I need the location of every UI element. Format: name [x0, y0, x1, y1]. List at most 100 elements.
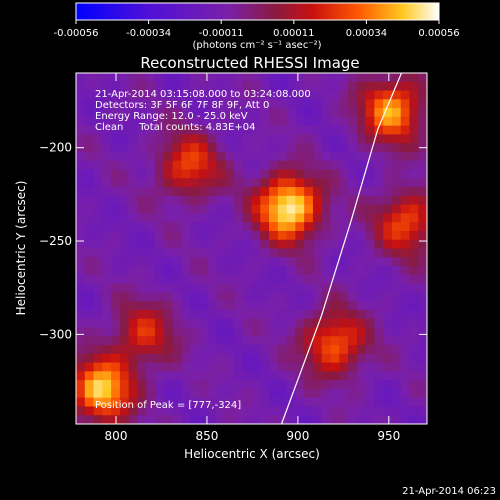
heatmap-cell [356, 406, 366, 416]
heatmap-cell [207, 195, 217, 206]
heatmap-cell [102, 239, 112, 249]
heatmap-cell [225, 239, 235, 249]
heatmap-cell [251, 222, 261, 232]
heatmap-cell [198, 301, 209, 311]
heatmap-cell [277, 301, 288, 311]
heatmap-cell [321, 274, 331, 285]
heatmap-cell [154, 345, 165, 355]
heatmap-cell [190, 353, 200, 363]
heatmap-cell [418, 204, 427, 214]
heatmap-cell [409, 195, 419, 206]
heatmap-cell [242, 309, 252, 320]
heatmap-cell [190, 248, 200, 258]
heatmap-cell [102, 195, 112, 206]
heatmap-cell [233, 143, 244, 153]
heatmap-cell [172, 125, 182, 135]
heatmap-cell [286, 99, 296, 109]
heatmap-cell [418, 292, 427, 302]
heatmap-cell [216, 248, 226, 258]
heatmap-cell [304, 187, 314, 197]
heatmap-cell [365, 108, 375, 118]
heatmap-cell [119, 90, 130, 100]
heatmap-cell [348, 230, 358, 241]
heatmap-cell [304, 388, 314, 399]
heatmap-cell [312, 178, 323, 188]
heatmap-cell [163, 371, 173, 381]
heatmap-cell [102, 257, 112, 267]
heatmap-cell [295, 222, 305, 232]
heatmap-cell [304, 73, 314, 83]
heatmap-cell [233, 134, 244, 144]
heatmap-cell [93, 81, 103, 91]
heatmap-cell [418, 415, 427, 424]
heatmap-cell [277, 230, 288, 241]
heatmap-cell [84, 187, 94, 197]
heatmap-cell [216, 81, 226, 91]
heatmap-cell [119, 353, 130, 363]
heatmap-cell [269, 248, 279, 258]
heatmap-cell [391, 134, 402, 144]
heatmap-cell [391, 353, 402, 363]
heatmap-cell [242, 266, 252, 276]
heatmap-cell [269, 371, 279, 381]
heatmap-cell [251, 108, 261, 118]
heatmap-cell [76, 160, 86, 170]
heatmap-cell [383, 336, 393, 346]
heatmap-cell [418, 125, 427, 135]
heatmap-cell [233, 204, 244, 214]
heatmap-cell [216, 151, 226, 162]
heatmap-cell [163, 257, 173, 267]
heatmap-cell [374, 204, 384, 214]
heatmap-cell [76, 283, 86, 293]
heatmap-cell [383, 73, 393, 83]
heatmap-cell [383, 134, 393, 144]
heatmap-cell [391, 415, 402, 424]
heatmap-cell [409, 388, 419, 399]
heatmap-cell [146, 204, 156, 214]
heatmap-cell [330, 380, 340, 390]
heatmap-cell [128, 239, 138, 249]
heatmap-cell [190, 388, 200, 399]
heatmap-cell [260, 309, 270, 320]
heatmap-cell [330, 143, 340, 153]
heatmap-cell [190, 143, 200, 153]
heatmap-cell [181, 187, 191, 197]
heatmap-cell [76, 222, 86, 232]
heatmap-cell [330, 116, 340, 127]
heatmap-cell [321, 239, 331, 249]
heatmap-cell [312, 134, 323, 144]
heatmap-cell [269, 388, 279, 399]
heatmap-cell [154, 151, 165, 162]
heatmap-cell [409, 301, 419, 311]
heatmap-cell [304, 204, 314, 214]
heatmap-cell [128, 204, 138, 214]
heatmap-cell [154, 397, 165, 407]
heatmap-cell [225, 274, 235, 285]
heatmap-cell [356, 248, 366, 258]
heatmap-cell [277, 204, 288, 214]
heatmap-cell [163, 318, 173, 328]
heatmap-cell [154, 73, 165, 83]
heatmap-cell [391, 371, 402, 381]
heatmap-cell [93, 99, 103, 109]
heatmap-cell [242, 318, 252, 328]
heatmap-cell [339, 406, 349, 416]
heatmap-cell [172, 81, 182, 91]
heatmap-cell [304, 99, 314, 109]
heatmap-cell [128, 406, 138, 416]
heatmap-cell [137, 134, 147, 144]
heatmap-cell [76, 151, 86, 162]
heatmap-cell [286, 108, 296, 118]
heatmap-cell [330, 362, 340, 372]
heatmap-cell [111, 160, 121, 170]
heatmap-cell [181, 81, 191, 91]
heatmap-cell [76, 116, 86, 127]
heatmap-cell [76, 362, 86, 372]
heatmap-cell [216, 292, 226, 302]
heatmap-cell [128, 362, 138, 372]
heatmap-cell [312, 283, 323, 293]
heatmap-cell [154, 309, 165, 320]
heatmap-cell [190, 134, 200, 144]
heatmap-cell [418, 230, 427, 241]
heatmap-cell [295, 204, 305, 214]
